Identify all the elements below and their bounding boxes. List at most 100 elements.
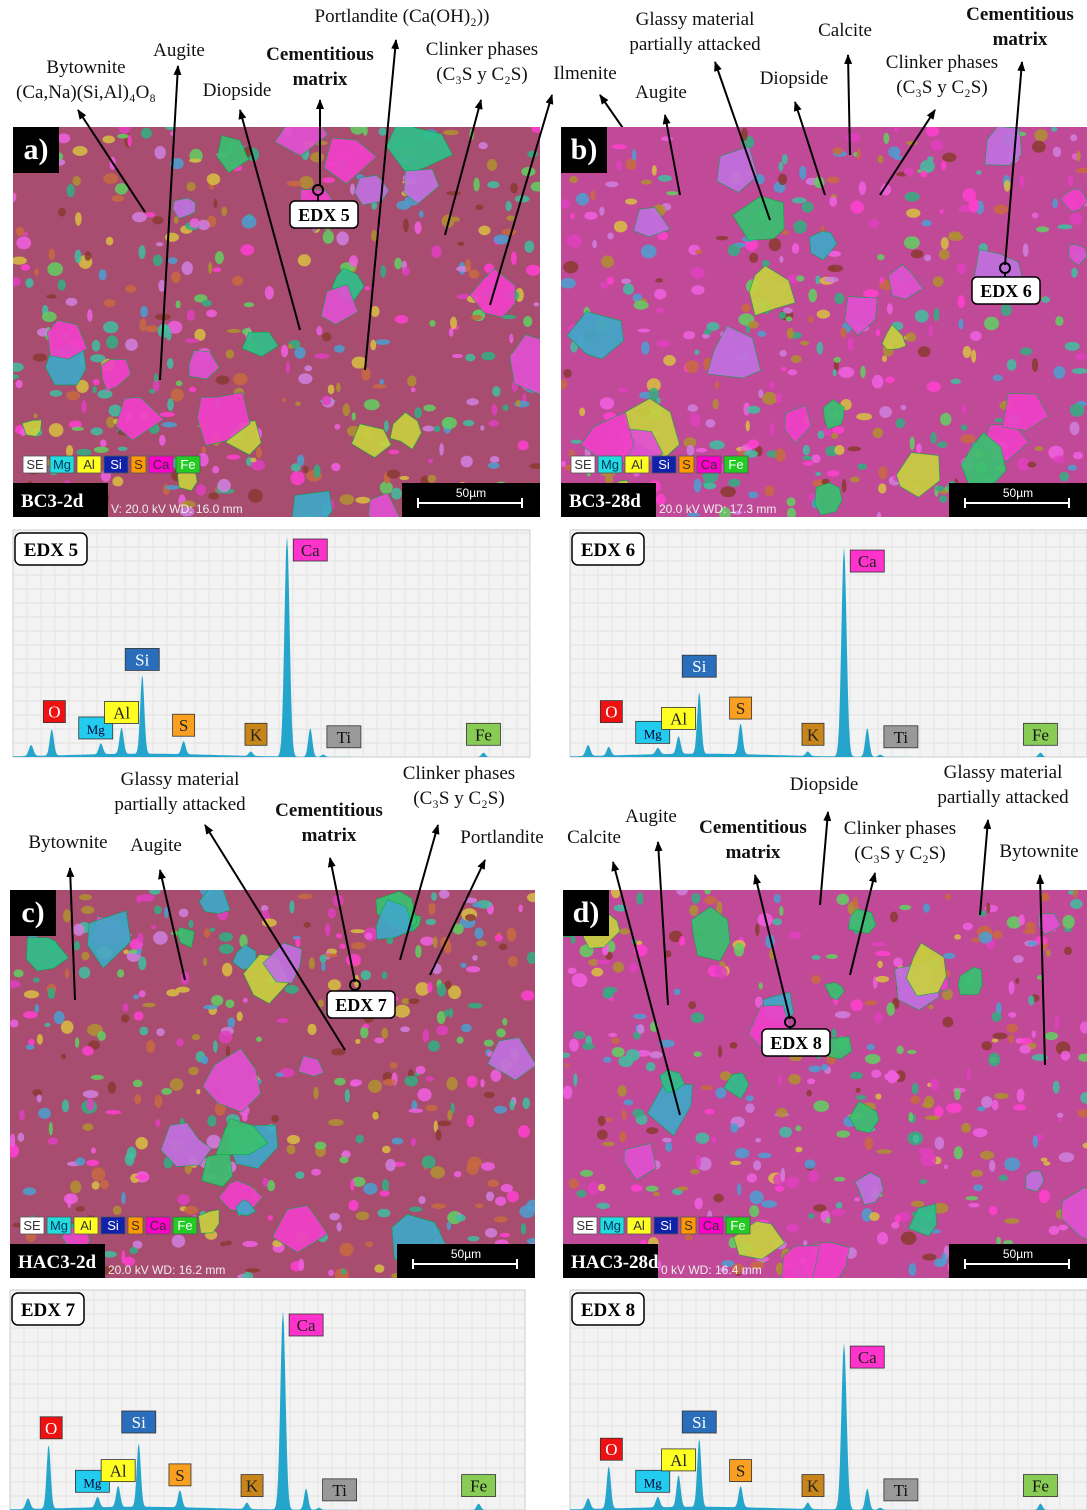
map-speck: [508, 956, 518, 967]
sample-label: HAC3-2d: [18, 1252, 97, 1273]
map-speck: [298, 1259, 304, 1272]
map-speck: [428, 1040, 440, 1051]
map-speck: [349, 255, 358, 267]
map-speck: [121, 1192, 126, 1204]
map-speck: [360, 1026, 368, 1038]
map-speck: [496, 1028, 506, 1037]
map-speck: [1057, 224, 1072, 229]
annotation-label: matrix: [993, 29, 1048, 50]
map-speck: [625, 199, 637, 205]
map-speck: [452, 354, 463, 358]
map-speck: [35, 1004, 40, 1013]
annotation-label: Augite: [130, 835, 182, 856]
map-speck: [233, 373, 248, 386]
map-speck: [946, 1103, 962, 1113]
map-speck: [879, 406, 892, 418]
map-speck: [641, 180, 652, 185]
map-speck: [922, 1254, 936, 1261]
map-speck: [227, 329, 241, 333]
map-speck: [287, 1135, 300, 1144]
map-speck: [622, 1109, 627, 1119]
map-speck: [34, 413, 38, 418]
map-speck: [443, 130, 459, 136]
map-speck: [655, 278, 663, 282]
map-speck: [328, 908, 336, 919]
map-speck: [745, 1103, 754, 1113]
map-speck: [748, 491, 758, 498]
map-speck: [478, 226, 490, 236]
map-speck: [1023, 244, 1029, 257]
map-speck: [618, 1085, 627, 1096]
map-speck: [10, 277, 20, 286]
map-speck: [76, 1157, 86, 1166]
map-speck: [1007, 359, 1017, 371]
map-speck: [685, 360, 699, 373]
map-speck: [139, 318, 146, 331]
map-speck: [939, 209, 943, 214]
map-speck: [895, 1214, 901, 1223]
map-speck: [156, 1028, 164, 1036]
map-speck: [402, 998, 410, 1005]
map-speck: [746, 1095, 754, 1101]
map-speck: [608, 1033, 617, 1037]
map-speck: [718, 1045, 722, 1057]
peak-label: Mg: [644, 726, 663, 741]
map-speck: [336, 383, 341, 393]
map-speck: [611, 1037, 619, 1044]
map-speck: [926, 126, 939, 137]
map-speck: [860, 366, 865, 378]
map-speck: [414, 407, 422, 418]
scale-label: 50µm: [451, 1247, 481, 1261]
map-speck: [113, 1206, 122, 1215]
map-legend-label: Fe: [730, 1218, 745, 1233]
map-speck: [140, 894, 155, 902]
map-speck: [694, 479, 702, 493]
map-speck: [81, 952, 89, 961]
map-speck: [411, 387, 416, 392]
peak-label: Al: [110, 1462, 127, 1481]
map-speck: [755, 1138, 761, 1143]
map-speck: [139, 1026, 148, 1035]
map-speck: [1035, 129, 1048, 142]
map-speck: [1073, 452, 1083, 459]
map-speck: [940, 413, 951, 426]
map-speck: [472, 955, 477, 961]
map-speck: [399, 476, 409, 480]
map-speck: [391, 1137, 403, 1144]
map-speck: [345, 1089, 350, 1103]
map-speck: [1058, 1118, 1062, 1122]
map-speck: [910, 1096, 920, 1104]
map-speck: [618, 388, 628, 393]
map-speck: [871, 1070, 881, 1078]
map-speck: [922, 220, 932, 227]
map-speck: [87, 309, 92, 322]
edx-label: EDX 8: [770, 1033, 822, 1053]
map-speck: [596, 1203, 610, 1209]
map-speck: [968, 1203, 980, 1207]
map-speck: [951, 379, 961, 385]
annotation-label: Portlandite: [460, 827, 543, 848]
map-speck: [428, 903, 435, 915]
map-speck: [509, 334, 513, 344]
microscope-info: 20.0 kV WD: 17.3 mm: [659, 502, 776, 516]
map-speck: [735, 1148, 750, 1158]
map-speck: [314, 354, 329, 359]
map-speck: [1032, 358, 1038, 372]
map-speck: [472, 902, 482, 907]
spectrum-title: EDX 5: [24, 540, 78, 561]
annotation-label: (C₃S y C₂S): [413, 788, 504, 809]
map-speck: [185, 338, 200, 343]
map-speck: [37, 1034, 43, 1045]
annotation-label: (Ca,Na)(Si,Al)₄O₈: [16, 82, 156, 103]
map-speck: [350, 1079, 362, 1086]
map-speck: [33, 977, 40, 982]
map-speck: [897, 1046, 904, 1054]
map-speck: [385, 1159, 395, 1171]
map-speck: [661, 136, 673, 141]
map-speck: [691, 893, 700, 904]
map-speck: [34, 269, 39, 276]
map-speck: [11, 256, 27, 264]
map-speck: [506, 215, 514, 220]
map-speck: [461, 1024, 472, 1032]
map-legend-label: Ca: [703, 1218, 720, 1233]
